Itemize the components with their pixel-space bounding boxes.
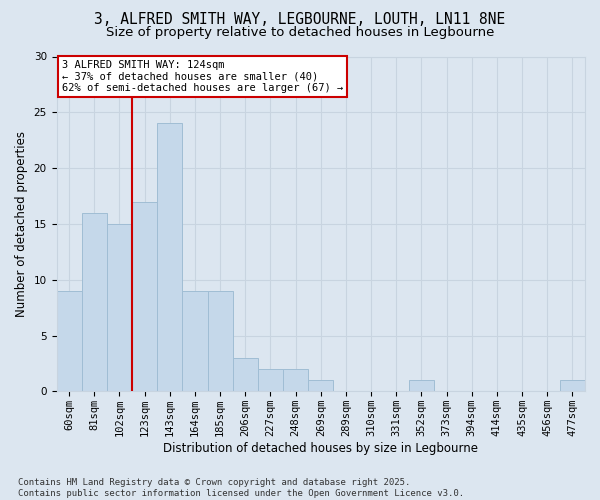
Bar xyxy=(107,224,132,392)
Bar xyxy=(233,358,258,392)
Y-axis label: Number of detached properties: Number of detached properties xyxy=(15,131,28,317)
Bar xyxy=(409,380,434,392)
Text: 3 ALFRED SMITH WAY: 124sqm
← 37% of detached houses are smaller (40)
62% of semi: 3 ALFRED SMITH WAY: 124sqm ← 37% of deta… xyxy=(62,60,343,93)
Text: Size of property relative to detached houses in Legbourne: Size of property relative to detached ho… xyxy=(106,26,494,39)
Text: 3, ALFRED SMITH WAY, LEGBOURNE, LOUTH, LN11 8NE: 3, ALFRED SMITH WAY, LEGBOURNE, LOUTH, L… xyxy=(94,12,506,28)
Text: Contains HM Land Registry data © Crown copyright and database right 2025.
Contai: Contains HM Land Registry data © Crown c… xyxy=(18,478,464,498)
Bar xyxy=(258,369,283,392)
X-axis label: Distribution of detached houses by size in Legbourne: Distribution of detached houses by size … xyxy=(163,442,478,455)
Bar xyxy=(182,291,208,392)
Bar xyxy=(560,380,585,392)
Bar xyxy=(283,369,308,392)
Bar xyxy=(56,291,82,392)
Bar xyxy=(157,124,182,392)
Bar xyxy=(132,202,157,392)
Bar xyxy=(82,212,107,392)
Bar xyxy=(308,380,334,392)
Bar xyxy=(208,291,233,392)
